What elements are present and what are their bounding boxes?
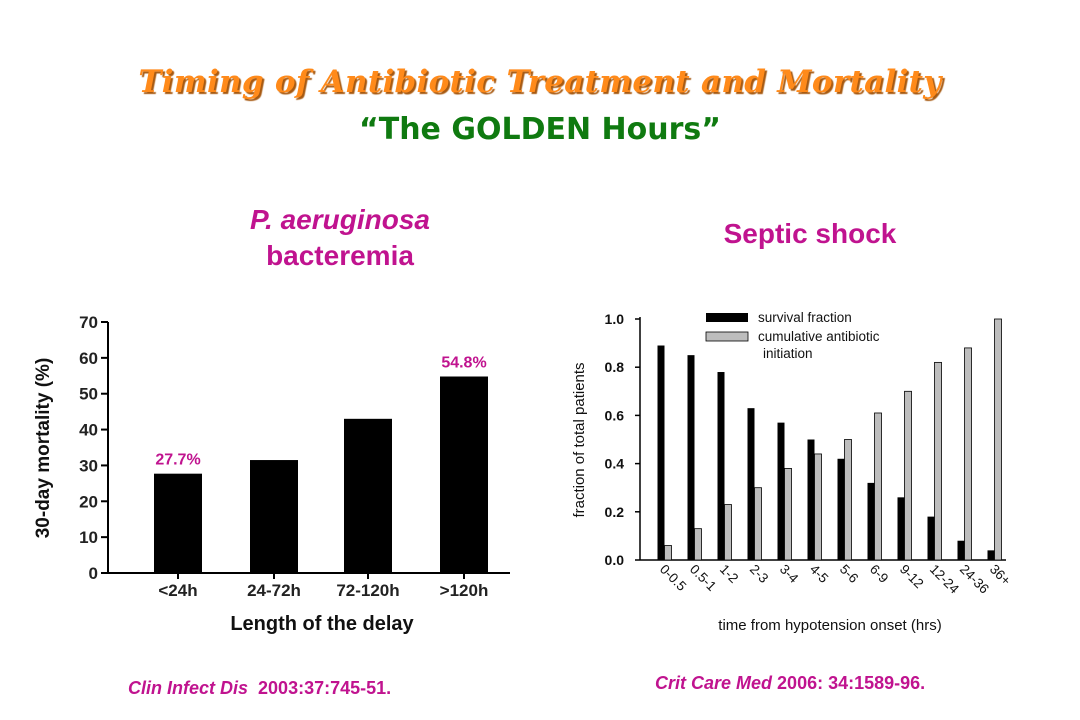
data-label: 27.7% — [155, 452, 200, 469]
slide-title: Timing of Antibiotic Treatment and Morta… — [138, 64, 942, 100]
x-tick-label: 2-3 — [747, 562, 771, 586]
y-tick-label: 50 — [79, 385, 98, 404]
x-tick-label: 12-24 — [927, 562, 962, 597]
right-citation-ref: 2006: 34:1589-96. — [777, 673, 926, 693]
survival-bar — [957, 540, 965, 560]
left-citation: Clin Infect Dis 2003:37:745-51. — [128, 678, 391, 699]
y-tick-label: 70 — [79, 313, 98, 332]
left-panel-title-line1: P. aeruginosa — [249, 204, 430, 235]
x-tick-label: 6-9 — [867, 562, 891, 586]
right-panel-title: Septic shock — [723, 218, 897, 249]
antibiotic-bar — [724, 504, 732, 561]
y-tick-label: 30 — [79, 456, 98, 475]
antibiotic-bar — [994, 318, 1002, 561]
left-panel-title-line2: bacteremia — [266, 240, 414, 271]
left-panel-title: P. aeruginosa bacteremia — [190, 202, 490, 274]
x-tick-label: <24h — [158, 581, 197, 600]
legend-label-survival: survival fraction — [758, 310, 852, 325]
antibiotic-bar — [784, 468, 792, 561]
survival-bar — [717, 372, 725, 560]
survival-bar — [657, 345, 665, 560]
legend-swatch-survival — [706, 313, 748, 322]
survival-bar — [837, 458, 845, 560]
x-axis-label: time from hypotension onset (hrs) — [718, 617, 941, 634]
y-tick-label: 1.0 — [605, 311, 625, 327]
x-tick-label: 3-4 — [777, 562, 802, 587]
x-tick-label: 0-0.5 — [657, 562, 689, 594]
antibiotic-bar — [934, 361, 942, 561]
legend-label-antibiotic-cont: initiation — [763, 346, 813, 361]
survival-bar — [897, 497, 905, 560]
antibiotic-bar — [964, 347, 972, 561]
x-tick-label: 4-5 — [807, 562, 831, 586]
legend-label-antibiotic: cumulative antibiotic — [758, 329, 880, 344]
y-tick-label: 0.2 — [605, 504, 625, 520]
antibiotic-bar — [694, 528, 702, 561]
y-tick-label: 0 — [89, 564, 98, 583]
antibiotic-bar — [754, 487, 762, 561]
x-tick-label: 24-72h — [247, 581, 301, 600]
legend-swatch-antibiotic — [705, 331, 749, 342]
survival-bar — [777, 422, 785, 560]
antibiotic-bar — [814, 453, 822, 561]
x-tick-label: 9-12 — [897, 562, 927, 592]
bar — [154, 473, 202, 573]
y-tick-label: 40 — [79, 421, 98, 440]
bar — [250, 460, 298, 573]
x-tick-label: >120h — [440, 581, 489, 600]
left-citation-journal: Clin Infect Dis — [128, 678, 249, 698]
slide-subtitle: “The GOLDEN Hours” — [359, 112, 721, 147]
y-tick-label: 0.6 — [605, 407, 625, 423]
antibiotic-bar — [664, 545, 672, 561]
survival-bar — [687, 355, 695, 560]
y-tick-label: 0.0 — [605, 552, 625, 568]
mortality-bar-chart: 0 10 20 30 40 50 60 70 30-day mortality (%) <24h 2… — [33, 313, 510, 635]
y-axis-label: fraction of total patients — [571, 362, 588, 517]
bar — [344, 418, 392, 573]
right-citation: Crit Care Med 2006: 34:1589-96. — [655, 673, 925, 694]
x-tick-label: 72-120h — [336, 581, 399, 600]
antibiotic-bar — [904, 390, 912, 561]
left-citation-ref: 2003:37:745-51. — [258, 678, 392, 698]
septic-shock-bar-chart: 0.0 0.2 0.4 0.6 0.8 1.0 fraction of total pati… — [571, 310, 1014, 634]
survival-bar — [927, 516, 935, 560]
x-tick-label: 5-6 — [837, 562, 861, 586]
right-citation-journal: Crit Care Med — [655, 673, 773, 693]
bar — [440, 376, 488, 573]
survival-bar — [987, 550, 995, 560]
y-tick-label: 10 — [79, 528, 98, 547]
x-tick-label: 0.5-1 — [687, 562, 719, 594]
antibiotic-bar — [844, 439, 852, 561]
x-tick-label: 1-2 — [717, 562, 741, 586]
x-tick-label: 24-36 — [957, 562, 992, 597]
y-axis-label: 30-day mortality (%) — [33, 358, 54, 539]
survival-bar — [867, 482, 875, 560]
y-tick-label: 0.8 — [605, 359, 625, 375]
x-axis-label: Length of the delay — [230, 613, 414, 635]
survival-bar — [747, 408, 755, 560]
survival-bar — [807, 439, 815, 560]
y-tick-label: 20 — [79, 492, 98, 511]
antibiotic-bar — [874, 412, 882, 561]
y-tick-label: 60 — [79, 349, 98, 368]
y-tick-label: 0.4 — [605, 456, 625, 472]
data-label: 54.8% — [441, 355, 486, 372]
